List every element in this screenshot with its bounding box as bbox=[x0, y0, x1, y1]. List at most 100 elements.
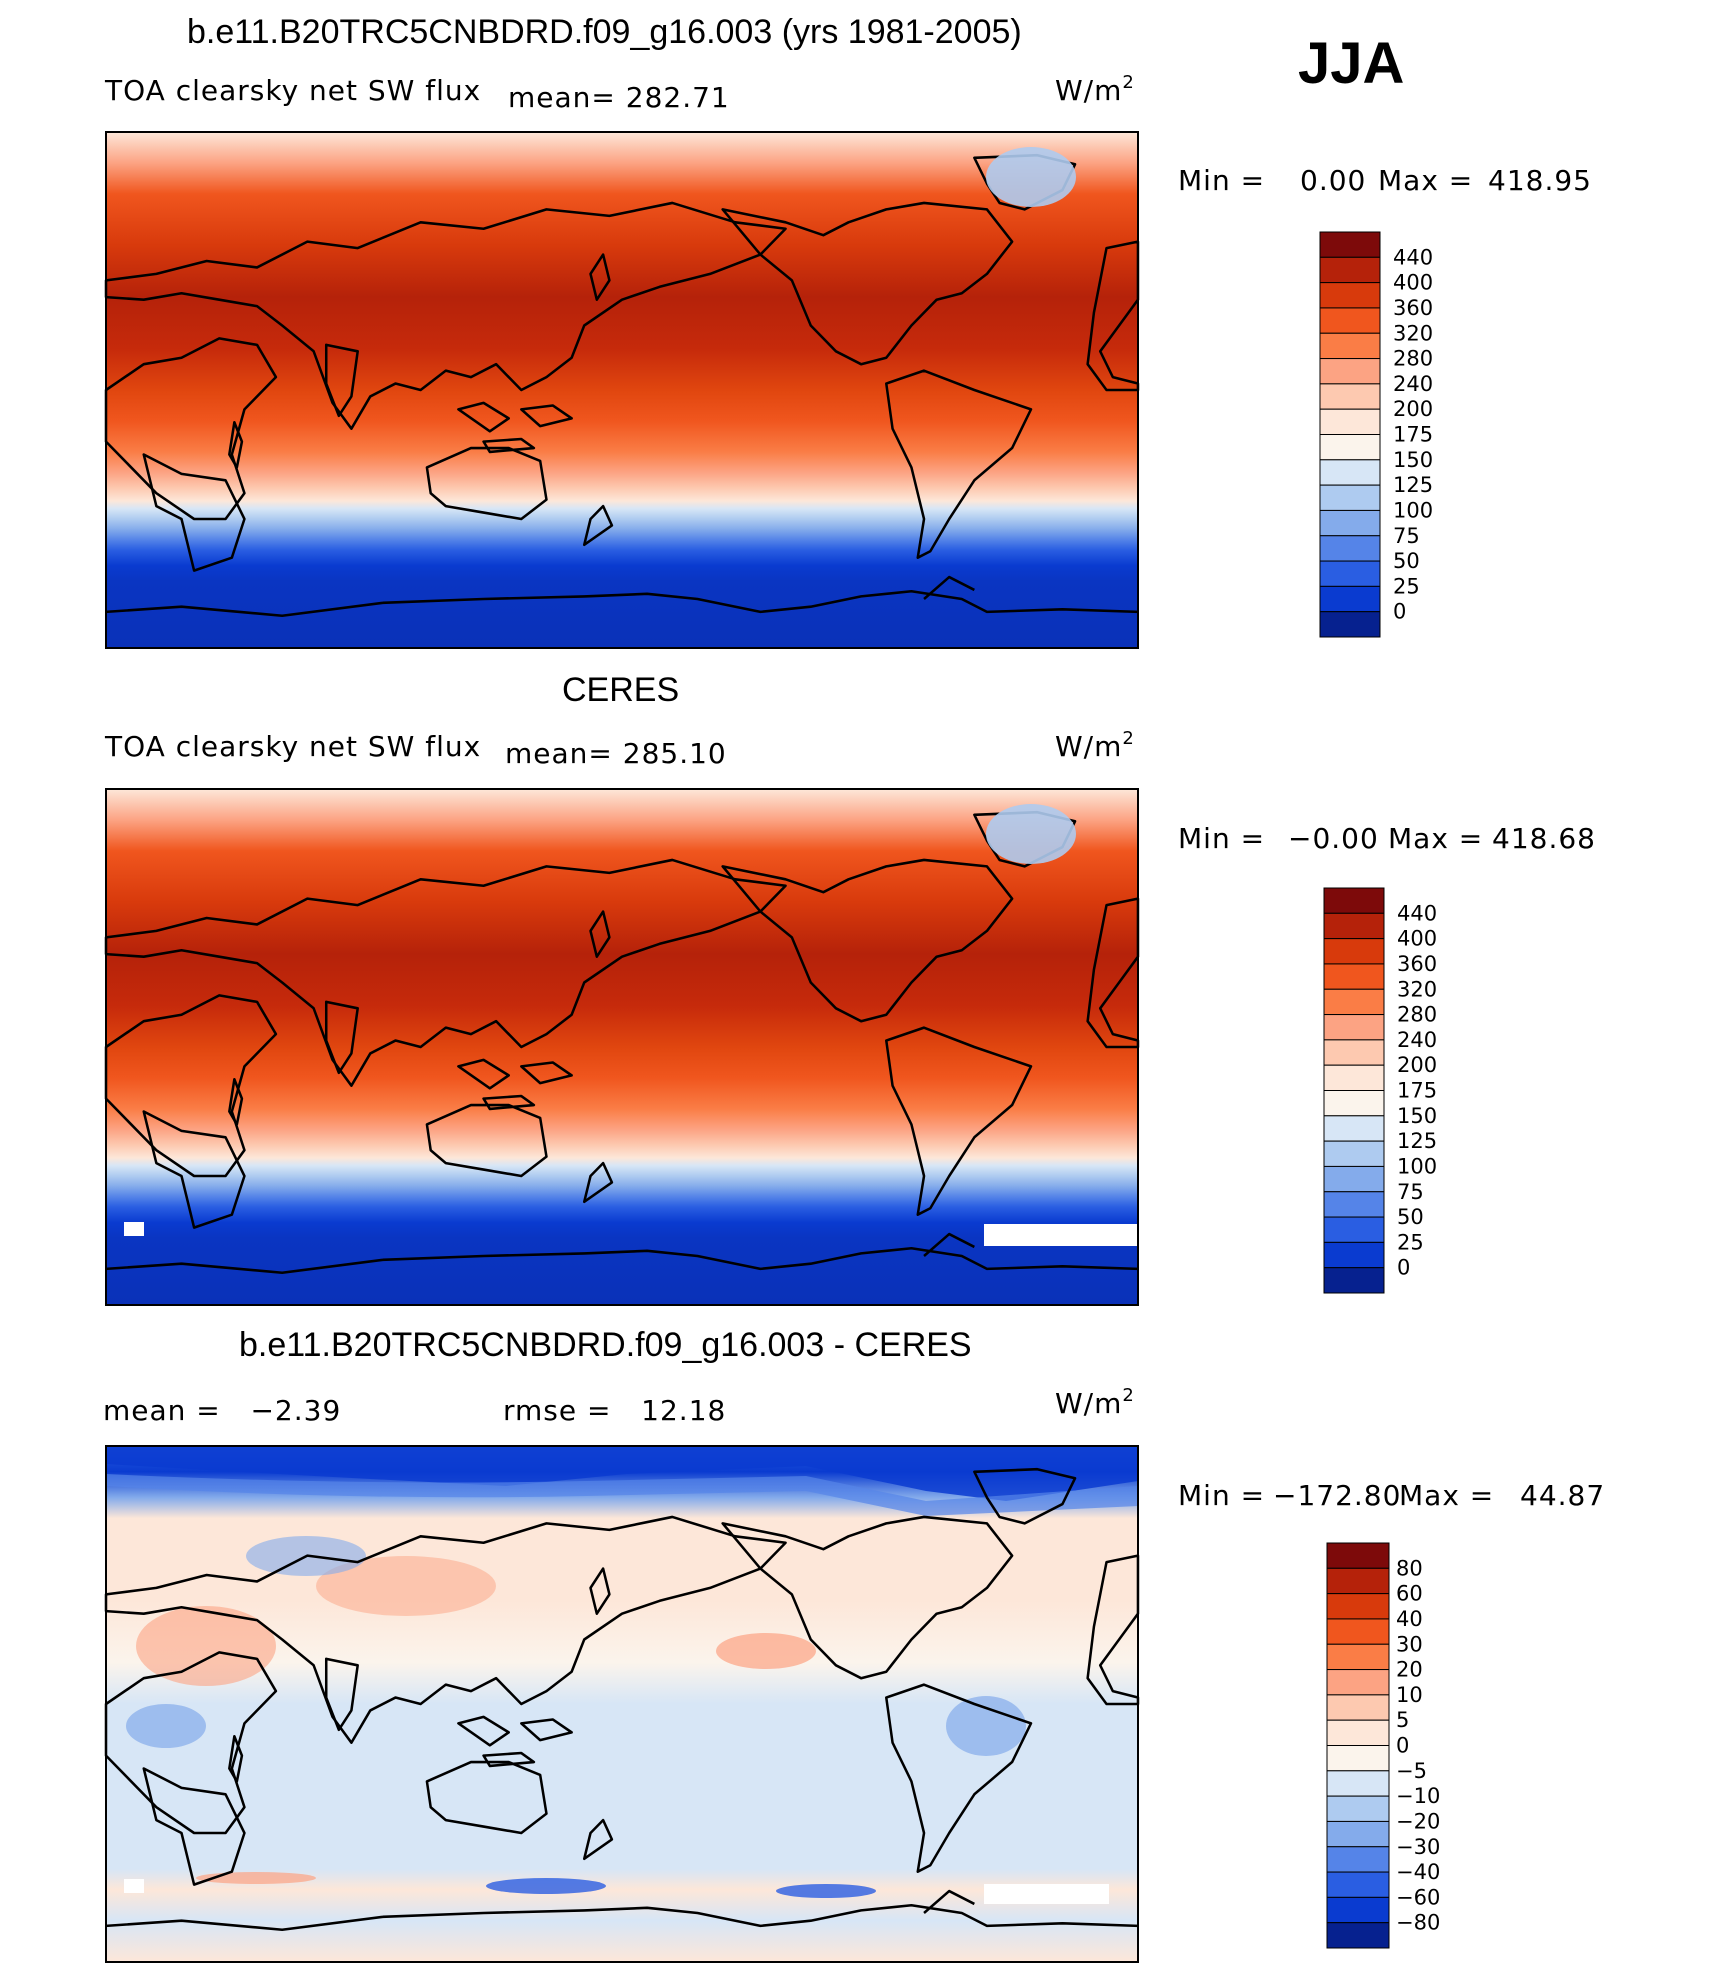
colorbar-swatch bbox=[1323, 1216, 1385, 1243]
map-model bbox=[104, 131, 1140, 649]
colorbar-tick-label: 320 bbox=[1397, 977, 1437, 1001]
colorbar-tick-label: −40 bbox=[1396, 1860, 1440, 1884]
colorbar-swatch bbox=[1319, 408, 1381, 435]
colorbar-swatch bbox=[1319, 282, 1381, 309]
colorbar-tick-label: 400 bbox=[1397, 927, 1437, 951]
colorbar-tick-label: −30 bbox=[1396, 1835, 1440, 1859]
colorbar-swatch bbox=[1323, 938, 1385, 965]
colorbar-swatch bbox=[1326, 1694, 1390, 1721]
colorbar-swatch bbox=[1326, 1896, 1390, 1924]
svg-text:Min =: Min = bbox=[1178, 1479, 1265, 1512]
colorbar-swatch bbox=[1326, 1567, 1390, 1595]
colorbar-tick-label: 200 bbox=[1393, 397, 1433, 421]
panel-diff: b.e11.B20TRC5CNBDRD.f09_g16.003 - CERES … bbox=[103, 1326, 1605, 1963]
colorbar-swatch bbox=[1319, 256, 1381, 284]
colorbar-swatch bbox=[1326, 1871, 1390, 1898]
colorbar-tick-label: 60 bbox=[1396, 1582, 1423, 1606]
colorbar-tick-label: 25 bbox=[1393, 574, 1420, 598]
colorbar-tick-label: 0 bbox=[1396, 1734, 1409, 1758]
colorbar-tick-label: 125 bbox=[1393, 473, 1433, 497]
colorbar-swatch bbox=[1326, 1618, 1390, 1645]
colorbar-swatch bbox=[1326, 1593, 1390, 1620]
colorbar-swatch bbox=[1319, 383, 1381, 410]
panel-obs-mean: mean= 285.10 bbox=[505, 737, 727, 770]
colorbar-tick-label: −20 bbox=[1396, 1809, 1440, 1833]
colorbar-swatch bbox=[1326, 1745, 1390, 1772]
colorbar-tick-label: 360 bbox=[1397, 952, 1437, 976]
colorbar-tick-label: 100 bbox=[1397, 1154, 1437, 1178]
svg-text:418.95: 418.95 bbox=[1488, 164, 1592, 197]
svg-text:Max =: Max = bbox=[1388, 822, 1483, 855]
colorbar-swatch bbox=[1319, 307, 1381, 334]
panel-model-left-label: TOA clearsky net SW flux bbox=[104, 74, 481, 107]
figure-title: b.e11.B20TRC5CNBDRD.f09_g16.003 (yrs 198… bbox=[187, 13, 1022, 51]
colorbar-tick-label: 240 bbox=[1393, 372, 1433, 396]
svg-text:−172.80: −172.80 bbox=[1273, 1479, 1401, 1512]
colorbar-tick-label: 5 bbox=[1396, 1708, 1409, 1732]
colorbar-swatch bbox=[1323, 1165, 1385, 1193]
colorbar-tick-label: 440 bbox=[1397, 901, 1437, 925]
colorbar-tick-label: 0 bbox=[1397, 1256, 1410, 1280]
colorbar-swatch bbox=[1323, 1014, 1385, 1041]
panel-diff-units: W/m2 bbox=[1055, 1385, 1135, 1420]
colorbar-tick-label: 240 bbox=[1397, 1028, 1437, 1052]
svg-text:0.00: 0.00 bbox=[1300, 164, 1366, 197]
colorbar-swatch bbox=[1319, 358, 1381, 385]
colorbar-swatch bbox=[1326, 1795, 1390, 1822]
colorbar-tick-label: 20 bbox=[1396, 1658, 1423, 1682]
colorbar-swatch bbox=[1326, 1922, 1390, 1949]
map-obs bbox=[104, 788, 1140, 1306]
colorbar-swatch bbox=[1319, 231, 1381, 258]
panel-diff-rmse: rmse = 12.18 bbox=[503, 1394, 726, 1427]
colorbar-swatch bbox=[1326, 1770, 1390, 1797]
colorbar-swatch bbox=[1323, 1140, 1385, 1167]
svg-text:Max =: Max = bbox=[1378, 164, 1473, 197]
colorbar-tick-label: 10 bbox=[1396, 1683, 1423, 1707]
colorbar-swatch bbox=[1323, 963, 1385, 990]
svg-text:Max =: Max = bbox=[1399, 1479, 1494, 1512]
colorbar-swatch bbox=[1323, 1191, 1385, 1218]
colorbar-swatch bbox=[1323, 912, 1385, 940]
colorbar-tick-label: 400 bbox=[1393, 271, 1433, 295]
colorbar-swatch bbox=[1319, 459, 1381, 486]
colorbar-tick-label: 175 bbox=[1397, 1079, 1437, 1103]
colorbar-swatch bbox=[1323, 1090, 1385, 1117]
svg-text:44.87: 44.87 bbox=[1520, 1479, 1605, 1512]
colorbar-swatch bbox=[1319, 585, 1381, 613]
colorbar-tick-label: 175 bbox=[1393, 423, 1433, 447]
colorbar-swatch bbox=[1326, 1542, 1390, 1569]
colorbar-tick-label: 125 bbox=[1397, 1129, 1437, 1153]
colorbar-tick-label: −5 bbox=[1396, 1759, 1427, 1783]
colorbar-tick-label: 150 bbox=[1397, 1104, 1437, 1128]
colorbar-tick-label: 30 bbox=[1396, 1632, 1423, 1656]
colorbar-swatch bbox=[1323, 1039, 1385, 1066]
colorbar-tick-label: −80 bbox=[1396, 1911, 1440, 1935]
colorbar-tick-label: 360 bbox=[1393, 296, 1433, 320]
minmax-obs: Min = −0.00 Max = 418.68 bbox=[1178, 822, 1595, 855]
colorbar-swatch bbox=[1319, 611, 1381, 638]
colorbar-tick-label: 100 bbox=[1393, 498, 1433, 522]
colorbar-swatch bbox=[1319, 509, 1381, 537]
colorbar-tick-label: 0 bbox=[1393, 600, 1406, 624]
colorbar-swatch bbox=[1326, 1820, 1390, 1848]
panel-model-mean: mean= 282.71 bbox=[508, 81, 730, 114]
colorbar-swatch bbox=[1326, 1643, 1390, 1671]
colorbar-tick-label: −60 bbox=[1396, 1885, 1440, 1909]
colorbar-swatch bbox=[1319, 560, 1381, 587]
colorbar-swatch bbox=[1323, 988, 1385, 1016]
colorbar-tick-label: 80 bbox=[1396, 1556, 1423, 1580]
colorbar-swatch bbox=[1319, 332, 1381, 360]
panel-diff-title: b.e11.B20TRC5CNBDRD.f09_g16.003 - CERES bbox=[239, 1326, 972, 1364]
season-label: JJA bbox=[1298, 31, 1404, 96]
colorbar-tick-label: −10 bbox=[1396, 1784, 1440, 1808]
colorbar-tick-label: 440 bbox=[1393, 245, 1433, 269]
svg-text:−0.00: −0.00 bbox=[1288, 822, 1379, 855]
panel-obs-left-label: TOA clearsky net SW flux bbox=[104, 730, 481, 763]
colorbar-tick-label: 200 bbox=[1397, 1053, 1437, 1077]
colorbar-tick-label: 280 bbox=[1397, 1003, 1437, 1027]
colorbar-swatch bbox=[1323, 1267, 1385, 1294]
colorbar-swatch bbox=[1326, 1669, 1390, 1696]
